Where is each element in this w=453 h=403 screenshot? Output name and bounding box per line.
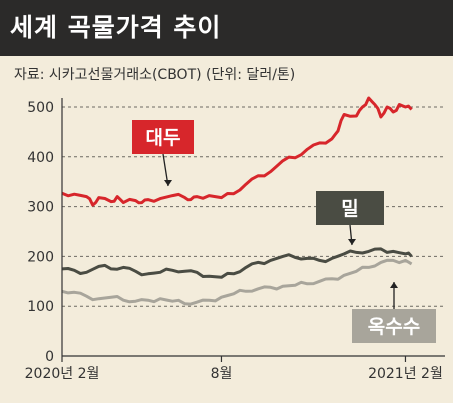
series-label: 밀	[341, 198, 358, 220]
callout-arrowhead	[390, 282, 398, 288]
series-line-0	[61, 96, 413, 207]
series-label-box	[132, 120, 194, 154]
y-tick-label: 200	[27, 249, 54, 265]
y-tick-label: 100	[27, 299, 54, 315]
series-label-box	[316, 191, 384, 225]
x-tick-label: 2021년 2월	[368, 366, 443, 382]
x-tick-label: 8월	[211, 366, 233, 382]
callout-arrowhead	[348, 239, 356, 245]
series-label: 대두	[146, 127, 181, 149]
x-tick-label: 2020년 2월	[25, 366, 100, 382]
chart-title: 세계 곡물가격 추이	[0, 0, 453, 56]
series-label-box	[352, 309, 436, 343]
y-tick-label: 400	[27, 150, 54, 166]
source-note: 자료: 시카고선물거래소(CBOT) (단위: 달러/톤)	[14, 67, 296, 83]
series-line-2	[61, 258, 413, 306]
y-tick-label: 500	[27, 100, 54, 116]
series-label: 옥수수	[368, 316, 420, 338]
callout-arrowhead	[164, 180, 172, 186]
y-tick-label: 0	[45, 349, 54, 365]
y-tick-label: 300	[27, 200, 54, 216]
series-line-1	[61, 247, 413, 279]
